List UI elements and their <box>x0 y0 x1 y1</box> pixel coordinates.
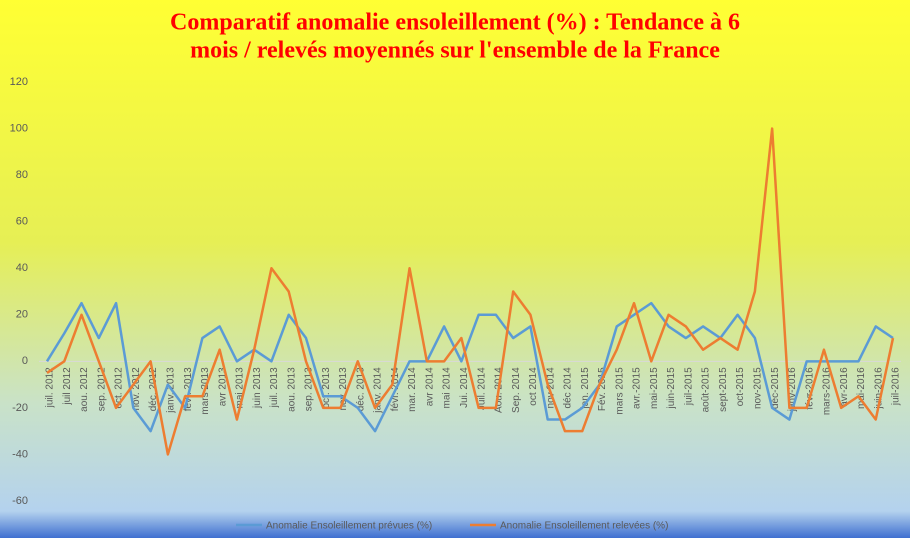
x-tick-label: avr-2016 <box>839 367 850 407</box>
legend-label: Anomalie Ensoleillement relevées (%) <box>500 521 668 532</box>
x-tick-label: Juil. 2014 <box>476 367 487 410</box>
x-tick-label: oct 2014 <box>528 367 539 406</box>
x-tick-label: mai-2015 <box>649 367 660 409</box>
x-tick-label: mai 2014 <box>442 367 453 409</box>
x-tick-label: mai 2013 <box>235 367 246 409</box>
x-tick-label: nov-2015 <box>753 367 764 409</box>
y-tick-label: 20 <box>16 309 28 321</box>
x-tick-label: nov 2014 <box>545 367 556 409</box>
x-tick-label: mars 2015 <box>614 367 625 415</box>
y-tick-label: 80 <box>16 169 28 181</box>
y-tick-label: 60 <box>16 216 28 228</box>
x-tick-label: nov. 2013 <box>338 367 349 411</box>
x-tick-label: oct. 2012 <box>114 367 125 409</box>
x-tick-label: sept-2015 <box>718 367 729 412</box>
x-tick-label: Fév. 2015 <box>597 367 608 411</box>
x-tick-label: Sep. 2014 <box>511 367 522 413</box>
series-line <box>46 127 895 456</box>
y-tick-label: 40 <box>16 262 28 274</box>
y-tick-label: 120 <box>10 76 28 88</box>
x-tick-label: mai-2016 <box>856 367 867 409</box>
x-tick-label: sep. 2012 <box>96 367 107 411</box>
x-tick-label: janv. 2014 <box>373 367 384 414</box>
x-tick-label: oct-2015 <box>735 367 746 406</box>
x-tick-label: juin 2013 <box>252 367 263 409</box>
y-tick-label: 0 <box>22 355 28 367</box>
x-tick-label: juil. 2013 <box>269 367 280 408</box>
x-tick-label: déc 2014 <box>563 367 574 409</box>
x-tick-label: avr.-2015 <box>632 367 643 409</box>
x-tick-label: déc-2015 <box>770 367 781 409</box>
chart-title: Comparatif anomalie ensoleillement (%) :… <box>170 10 740 36</box>
y-tick-label: -60 <box>12 495 28 507</box>
x-tick-label: avr 2013 <box>217 367 228 406</box>
x-tick-label: juil-2016 <box>891 367 902 406</box>
x-tick-label: mar. 2014 <box>407 367 418 412</box>
x-tick-label: juin-2016 <box>873 367 884 410</box>
x-tick-label: juin-2015 <box>666 367 677 410</box>
x-tick-label: jan. 2015 <box>580 367 591 410</box>
x-tick-label: janv-2016 <box>787 367 798 412</box>
y-tick-label: -20 <box>12 402 28 414</box>
x-tick-label: déc. 2013 <box>355 367 366 411</box>
x-tick-label: aou. 2012 <box>79 367 90 412</box>
y-tick-label: 100 <box>10 122 28 134</box>
legend-label: Anomalie Ensoleillement prévues (%) <box>266 521 432 532</box>
x-tick-label: sep. 2013 <box>304 367 315 411</box>
x-tick-label: avr 2014 <box>424 367 435 406</box>
x-tick-label: févr-2016 <box>804 367 815 410</box>
x-tick-label: juil. 2012 <box>45 367 56 408</box>
x-tick-label: juil-2015 <box>683 367 694 406</box>
x-tick-label: juil 2012 <box>62 367 73 406</box>
x-tick-label: nov. 2012 <box>131 367 142 411</box>
x-tick-label: oct. 2013 <box>321 367 332 409</box>
chart-title: mois / relevés moyennés sur l'ensemble d… <box>190 38 720 64</box>
x-tick-label: févr. 2013 <box>183 367 194 411</box>
y-tick-label: -40 <box>12 448 28 460</box>
x-tick-label: Jui. 2014 <box>459 367 470 408</box>
x-tick-label: mars-2016 <box>822 367 833 415</box>
x-tick-label: aou. 2013 <box>286 367 297 412</box>
x-tick-label: déc. 2012 <box>148 367 159 411</box>
x-tick-label: août-2015 <box>701 367 712 412</box>
